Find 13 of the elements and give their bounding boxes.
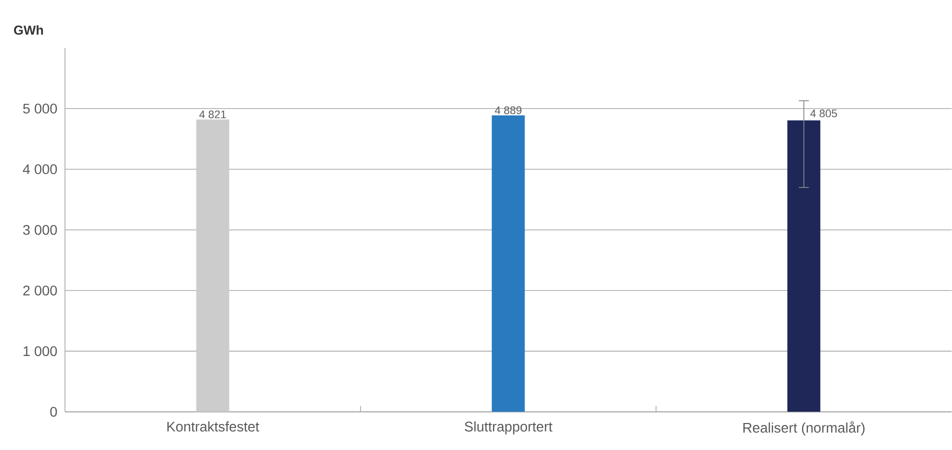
data-label: 4 805 — [810, 110, 837, 118]
y-tick-label: 5 000 — [23, 104, 57, 114]
data-label: 4 889 — [494, 106, 522, 114]
data-label: 4 821 — [199, 110, 226, 118]
y-axis-title: GWh — [14, 25, 43, 35]
y-tick-label: 3 000 — [23, 225, 57, 235]
y-tick-label: 4 000 — [22, 164, 57, 174]
x-tick-label: Realisert (normalår) — [743, 421, 865, 436]
x-tick-label: Sluttrapportert — [464, 421, 552, 434]
y-tick-label: 0 — [50, 406, 57, 417]
y-tick-label: 1 000 — [24, 346, 57, 356]
x-tick-label: Kontraktsfestet — [167, 421, 260, 432]
y-tick-label: 2 000 — [23, 286, 57, 296]
